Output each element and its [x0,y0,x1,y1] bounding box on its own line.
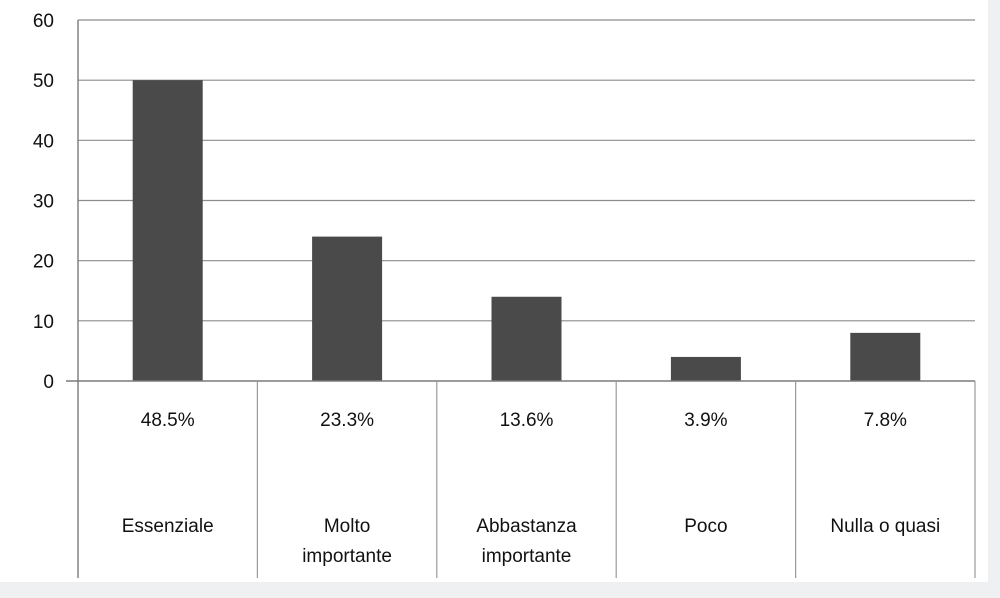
y-tick-label-0: 0 [43,372,54,393]
category-label-1-0: Molto [324,516,370,537]
y-tick-label-20: 20 [33,252,54,273]
axes [66,20,976,578]
data-label-1: 23.3% [320,410,374,431]
y-tick-label-40: 40 [33,131,54,152]
bar-0 [132,80,203,382]
data-label-2: 13.6% [500,410,554,431]
y-tick-label-30: 30 [33,192,54,213]
bars [132,80,921,382]
y-tick-label-60: 60 [33,11,54,32]
category-label-4-0: Nulla o quasi [830,516,940,537]
category-label-0-0: Essenziale [122,516,214,537]
data-label-4: 7.8% [864,410,907,431]
chart-frame: 0 10 20 30 40 50 60 48.5% Essenziale 23.3% Molto im… [0,0,988,582]
data-label-3: 3.9% [684,410,727,431]
data-label-0: 48.5% [141,410,195,431]
bar-3 [670,356,741,381]
gridlines [78,19,975,322]
category-label-1-1: importante [302,546,392,567]
bar-4 [850,332,921,381]
y-tick-label-50: 50 [33,71,54,92]
category-label-3-0: Poco [684,516,727,537]
bar-chart: 0 10 20 30 40 50 60 48.5% Essenziale 23.3% Molto im… [33,11,976,578]
y-tick-label-10: 10 [33,312,54,333]
category-label-2-0: Abbastanza [476,516,577,537]
bar-2 [491,296,562,381]
category-label-2-1: importante [482,546,572,567]
bar-1 [312,236,383,381]
labels: 0 10 20 30 40 50 60 48.5% Essenziale 23.3% Molto im… [33,11,940,567]
